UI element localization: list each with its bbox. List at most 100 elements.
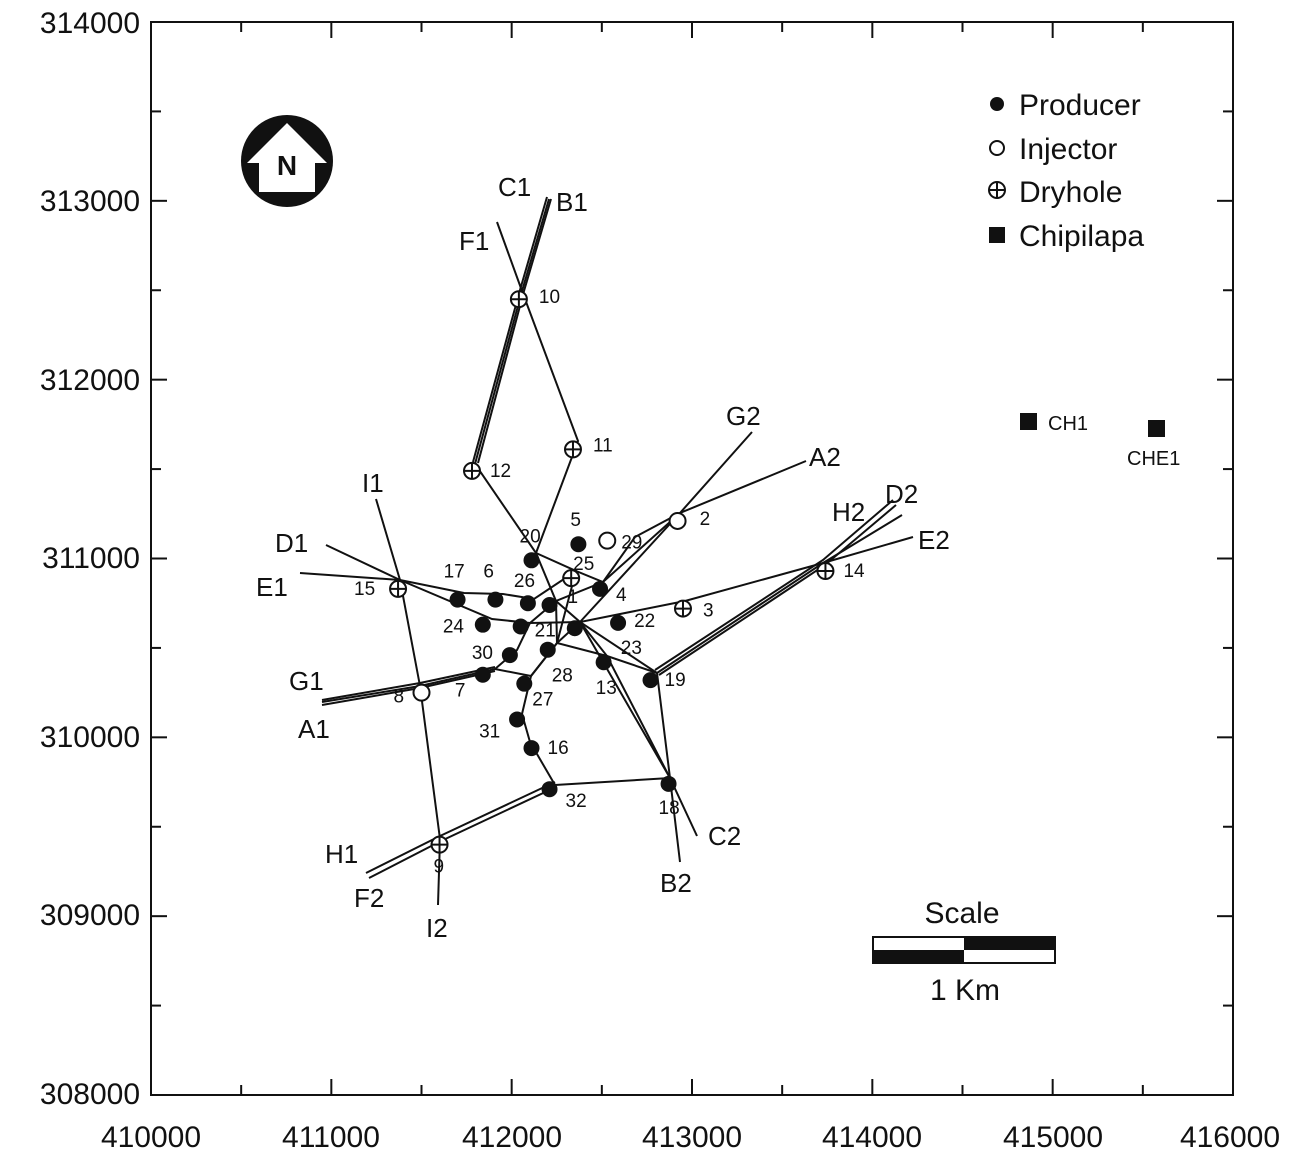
chipilapa-well-ch1-marker (1020, 413, 1037, 430)
well-label: 13 (596, 678, 617, 699)
y-tick-label: 310000 (40, 721, 140, 754)
well-label: 32 (566, 791, 587, 812)
legend: Producer Injector Dryhole Chipilapa (988, 89, 1144, 253)
y-tick-label: 314000 (40, 7, 140, 40)
injector-well-marker (668, 511, 687, 530)
x-tick-label: 410000 (101, 1121, 201, 1154)
well-label: 31 (479, 721, 500, 742)
well-label: 24 (443, 617, 465, 638)
section-label-c1: C1 (498, 172, 531, 202)
well-label: 7 (455, 681, 466, 702)
x-tick-label: 415000 (1003, 1121, 1103, 1154)
legend-producer-label: Producer (1019, 89, 1141, 122)
double-line-1a (472, 196, 548, 463)
x-tick-label: 411000 (282, 1121, 380, 1154)
producer-well-marker (509, 711, 526, 728)
section-line-bottom (554, 777, 671, 786)
section-label-h2: H2 (832, 497, 865, 527)
producer-well-marker (642, 672, 659, 689)
section-label-b2: B2 (660, 868, 692, 898)
y-tick-label: 309000 (40, 899, 140, 932)
section-line-d (325, 514, 903, 675)
section-label-d2: D2 (885, 479, 918, 509)
producer-well-marker (519, 595, 536, 612)
y-tick-label: 311000 (42, 542, 140, 575)
north-arrow-letter: N (277, 150, 297, 181)
producer-well-marker (570, 536, 587, 553)
producer-well-marker (512, 618, 529, 635)
well-label: 8 (394, 687, 405, 708)
north-arrow: N (241, 115, 333, 207)
x-tick-label: 412000 (462, 1121, 562, 1154)
x-tick-label: 414000 (822, 1121, 922, 1154)
well-label: 6 (483, 562, 494, 583)
well-label: 23 (621, 638, 642, 659)
north-arrow-house-icon (247, 123, 327, 192)
well-label: 4 (616, 585, 627, 606)
well-label: 29 (621, 533, 642, 554)
axis-ticks (150, 21, 1234, 1096)
section-line-misc (530, 552, 578, 677)
well-label: 14 (843, 561, 865, 582)
y-tick-label: 313000 (40, 185, 140, 218)
dryhole-well-marker (673, 599, 692, 618)
x-tick-label: 416000 (1180, 1121, 1280, 1154)
scale-segment-bottom-left (873, 950, 964, 963)
well-label: 26 (514, 571, 535, 592)
cross-section-lines (299, 198, 914, 906)
section-label-g1: G1 (289, 666, 324, 696)
legend-chipilapa-label: Chipilapa (1019, 220, 1144, 253)
section-label-e2: E2 (918, 525, 950, 555)
producer-well-marker (516, 675, 533, 692)
well-label: 30 (472, 643, 493, 664)
well-label: 18 (659, 798, 680, 819)
section-label-i1: I1 (362, 468, 384, 498)
section-label-c2: C2 (708, 821, 741, 851)
producer-well-marker (541, 781, 558, 798)
dryhole-well-marker (816, 562, 835, 581)
well-label: 27 (532, 690, 553, 711)
well-label: 17 (444, 562, 465, 583)
well-label: 21 (535, 620, 556, 641)
legend-dryhole-icon (988, 181, 1006, 199)
section-label-b1: B1 (556, 187, 588, 217)
dryhole-well-marker (462, 461, 481, 480)
double-line-4a (654, 499, 894, 671)
producer-well-marker (474, 666, 491, 683)
double-line-1b (477, 198, 552, 464)
scale-segment-top-right (964, 937, 1055, 950)
producer-well-marker (474, 616, 491, 633)
well-label: 12 (490, 461, 511, 482)
legend-injector-icon (989, 140, 1005, 156)
well-label: 10 (539, 287, 560, 308)
well-label: 3 (703, 601, 714, 622)
section-label-h1: H1 (325, 839, 358, 869)
well-label: 2 (700, 509, 711, 530)
section-line-h (520, 675, 556, 786)
scale-title: Scale (924, 897, 999, 930)
section-line-i (375, 498, 442, 906)
legend-injector-label: Injector (1019, 133, 1117, 166)
producer-well-marker (610, 614, 627, 631)
producer-well-marker (501, 647, 518, 664)
double-line-3a (365, 781, 556, 874)
scale-label: 1 Km (930, 974, 1000, 1007)
injector-well-marker (598, 531, 617, 550)
section-labels: C1 B1 F1 G2 A2 I1 D2 H2 E2 D1 E1 G1 A1 C… (256, 172, 950, 943)
dryhole-well-marker (562, 569, 581, 588)
producer-well-marker (487, 591, 504, 608)
chipilapa-well-che1-marker (1148, 420, 1165, 437)
x-axis-tick-labels: 410000 411000 412000 413000 414000 41500… (101, 1121, 1280, 1154)
well-label: 16 (548, 738, 569, 759)
section-label-e1: E1 (256, 572, 288, 602)
well-label: 28 (552, 666, 573, 687)
double-line-3b (368, 786, 557, 879)
section-label-f1: F1 (459, 226, 489, 256)
section-label-d1: D1 (275, 528, 308, 558)
chipilapa-well-ch1-label: CH1 (1048, 413, 1088, 435)
producer-well-marker (595, 654, 612, 671)
x-tick-label: 413000 (642, 1121, 742, 1154)
well-label: 9 (434, 857, 445, 878)
well-label: 15 (354, 579, 375, 600)
dryhole-well-marker (563, 440, 582, 459)
